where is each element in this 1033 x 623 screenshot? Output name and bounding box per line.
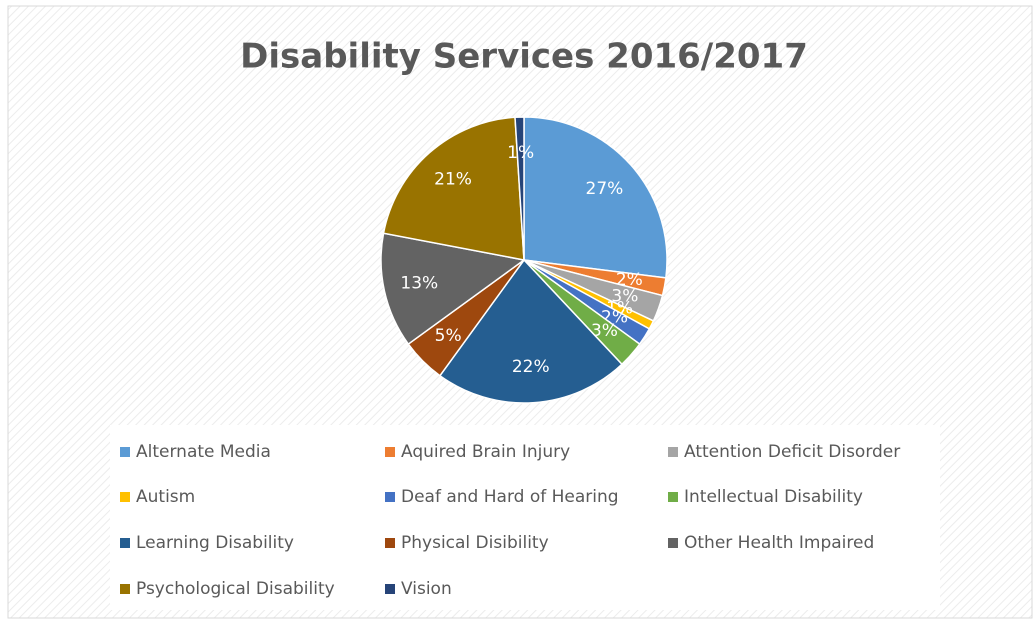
- legend-label: Autism: [136, 487, 195, 507]
- data-label: 27%: [586, 179, 624, 199]
- legend-label: Aquired Brain Injury: [401, 442, 570, 462]
- legend-label: Intellectual Disability: [684, 487, 863, 507]
- legend-swatch: [385, 584, 395, 594]
- data-label: 22%: [512, 357, 550, 377]
- legend-swatch: [120, 538, 130, 548]
- legend-label: Deaf and Hard of Hearing: [401, 487, 619, 507]
- pie-slice: [382, 116, 525, 261]
- legend-background: [110, 425, 940, 610]
- legend-label: Attention Deficit Disorder: [684, 442, 900, 462]
- legend-label: Psychological Disability: [136, 579, 335, 599]
- legend-label: Physical Disibility: [401, 533, 549, 553]
- legend-label: Other Health Impaired: [684, 533, 874, 553]
- data-label: 13%: [400, 273, 438, 293]
- pie-slice: [523, 116, 668, 279]
- legend-swatch: [120, 584, 130, 594]
- legend-swatch: [385, 492, 395, 502]
- legend-swatch: [668, 492, 678, 502]
- legend-swatch: [668, 447, 678, 457]
- legend-label: Vision: [401, 579, 452, 599]
- data-label: 1%: [507, 143, 534, 163]
- data-label: 3%: [611, 286, 638, 306]
- pie-slice: [514, 116, 525, 261]
- legend-swatch: [385, 538, 395, 548]
- legend-swatch: [120, 492, 130, 502]
- pie-slice: [380, 232, 526, 346]
- legend-swatch: [120, 447, 130, 457]
- legend-swatch: [385, 447, 395, 457]
- data-label: 5%: [435, 326, 462, 346]
- chart-title: Disability Services 2016/2017: [240, 37, 808, 77]
- legend-label: Alternate Media: [136, 442, 271, 462]
- legend-swatch: [668, 538, 678, 548]
- data-label: 21%: [434, 170, 472, 190]
- data-label: 3%: [591, 321, 618, 341]
- legend-label: Learning Disability: [136, 533, 294, 553]
- pie-slice: [438, 258, 623, 404]
